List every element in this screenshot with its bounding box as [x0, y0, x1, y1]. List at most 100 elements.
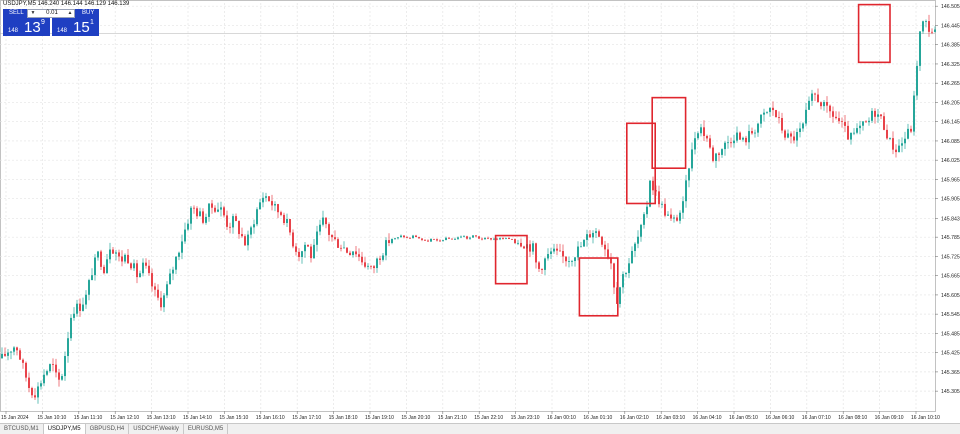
price-tick-label: 145.843	[941, 217, 960, 223]
candle-body	[190, 207, 192, 224]
candle-body	[85, 294, 87, 305]
sell-button[interactable]: SELL 148 13 9	[3, 9, 50, 36]
candle-body	[217, 209, 219, 212]
candle-body	[838, 118, 840, 122]
lot-increase-button[interactable]: ▲	[67, 10, 73, 16]
chart-tab[interactable]: USDCHF,Weekly	[129, 424, 184, 434]
candle-body	[793, 136, 795, 141]
candle-body	[820, 102, 822, 107]
candle-body	[667, 214, 669, 216]
chart-tab[interactable]: USDJPY,M5	[43, 424, 86, 434]
candle-body	[919, 31, 921, 66]
candle-body	[907, 128, 909, 139]
time-tick-label: 16 Jan 05:10	[729, 415, 758, 421]
candle-body	[748, 131, 750, 143]
candle-body	[310, 246, 312, 259]
candle-body	[523, 246, 525, 249]
candle-body	[598, 231, 600, 237]
candle-body	[238, 220, 240, 235]
time-tick-label: 15 Jan 23:10	[511, 415, 540, 421]
candle-body	[892, 138, 894, 150]
candle-body	[397, 237, 399, 239]
candle-body	[658, 191, 660, 205]
candle-body	[781, 118, 783, 131]
candle-body	[265, 196, 267, 198]
candle-body	[319, 224, 321, 232]
candle-body	[823, 102, 825, 107]
chart-grid	[0, 0, 936, 412]
candle-body	[547, 254, 549, 259]
price-tick-label: 146.445	[941, 23, 960, 29]
candle-body	[478, 236, 480, 239]
buy-label: BUY	[82, 10, 95, 16]
candle-body	[430, 238, 432, 242]
candle-body	[25, 362, 27, 378]
candle-body	[817, 94, 819, 103]
candle-body	[76, 303, 78, 314]
candle-body	[382, 255, 384, 260]
candle-body	[175, 256, 177, 270]
candle-body	[499, 238, 501, 240]
lot-decrease-button[interactable]: ▼	[30, 10, 36, 16]
candle-body	[250, 227, 252, 235]
candle-body	[391, 238, 393, 243]
candle-body	[640, 224, 642, 237]
candle-body	[196, 208, 198, 217]
candle-body	[133, 263, 135, 269]
candle-body	[202, 211, 204, 223]
candle-body	[868, 120, 870, 123]
candle-body	[421, 238, 423, 240]
candle-body	[457, 237, 459, 239]
candle-body	[577, 246, 579, 258]
time-tick-label: 15 Jan 15:10	[219, 415, 248, 421]
candle-body	[451, 238, 453, 240]
candle-body	[910, 128, 912, 132]
candle-body	[646, 206, 648, 215]
candle-body	[106, 259, 108, 274]
candle-body	[235, 216, 237, 221]
chart-tab[interactable]: GBPUSD,H4	[86, 424, 130, 434]
candle-body	[373, 266, 375, 269]
chart-tab[interactable]: BTCUSD,M1	[0, 424, 44, 434]
candle-body	[358, 254, 360, 257]
candle-body	[760, 114, 762, 124]
candle-body	[151, 273, 153, 287]
candle-body	[688, 168, 690, 181]
price-tick-label: 145.665	[941, 274, 960, 280]
candle-body	[742, 137, 744, 140]
candle-body	[763, 112, 765, 115]
lot-size-input[interactable]: ▼ 0.01 ▲	[27, 9, 75, 18]
candle-body	[379, 258, 381, 260]
candle-body	[916, 65, 918, 96]
candle-body	[613, 263, 615, 288]
candle-body	[886, 129, 888, 139]
candle-body	[361, 256, 363, 263]
candle-body	[814, 93, 816, 95]
candle-body	[160, 297, 162, 308]
chart-tab[interactable]: EURUSD,M5	[184, 424, 229, 434]
price-tick-label: 145.905	[941, 197, 960, 203]
candle-body	[439, 240, 441, 242]
candle-body	[271, 201, 273, 206]
candle-body	[928, 21, 930, 32]
candle-body	[778, 117, 780, 119]
candle-body	[31, 388, 33, 396]
chart-title: USDJPY,M5 146.240 146.144 146.129 146.13…	[3, 1, 130, 7]
lot-size-value: 0.01	[46, 10, 58, 16]
candle-body	[883, 116, 885, 130]
price-tick-label: 146.265	[941, 81, 960, 87]
candle-body	[130, 263, 132, 269]
highlight-box	[857, 3, 891, 64]
candle-body	[205, 216, 207, 223]
candle-body	[370, 265, 372, 267]
candle-body	[406, 237, 408, 238]
candle-body	[28, 377, 30, 389]
candle-body	[784, 130, 786, 138]
candle-body	[676, 217, 678, 221]
candle-body	[796, 132, 798, 141]
candle-body	[316, 231, 318, 245]
candle-body	[493, 238, 495, 240]
candle-body	[562, 251, 564, 257]
candle-body	[634, 243, 636, 251]
